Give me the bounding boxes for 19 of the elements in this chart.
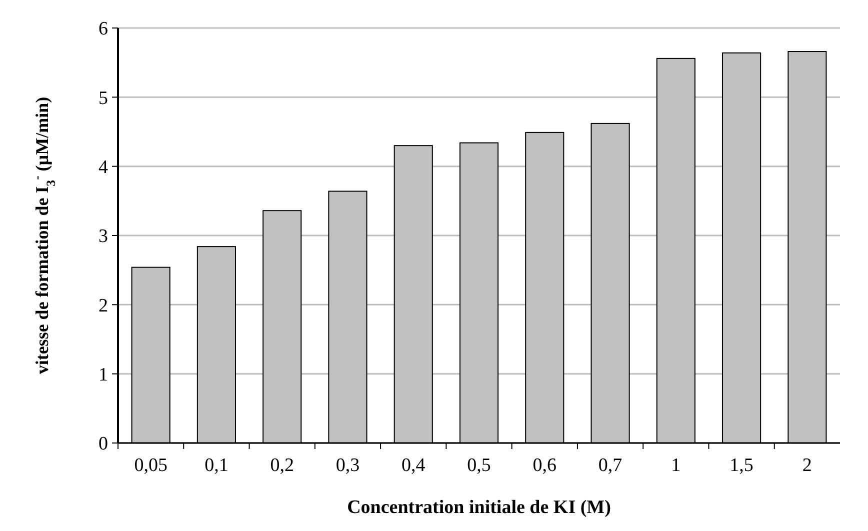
y-tick-label: 1: [98, 364, 108, 386]
y-tick-label: 3: [98, 226, 108, 248]
x-tick-label: 1: [671, 455, 681, 476]
x-tick-label: 0,05: [134, 455, 168, 476]
x-tick-label: 0,5: [467, 455, 491, 476]
x-tick-label: 1,5: [730, 455, 754, 476]
x-axis-title: Concentration initiale de KI (M): [347, 497, 611, 518]
x-tick-label: 0,3: [336, 455, 360, 476]
x-tick-label: 0,2: [270, 455, 294, 476]
y-tick-label: 2: [98, 295, 108, 316]
x-tick-label: 0,4: [401, 455, 426, 476]
y-tick-label: 0: [98, 434, 108, 455]
y-tick-label: 6: [98, 18, 108, 40]
y-tick-label: 4: [98, 156, 108, 178]
x-tick-label: 0,6: [532, 455, 557, 476]
x-tick-label: 0,1: [204, 455, 228, 476]
x-tick-label: 2: [802, 455, 812, 476]
y-tick-label: 5: [98, 88, 108, 109]
x-tick-label: 0,7: [598, 455, 622, 476]
